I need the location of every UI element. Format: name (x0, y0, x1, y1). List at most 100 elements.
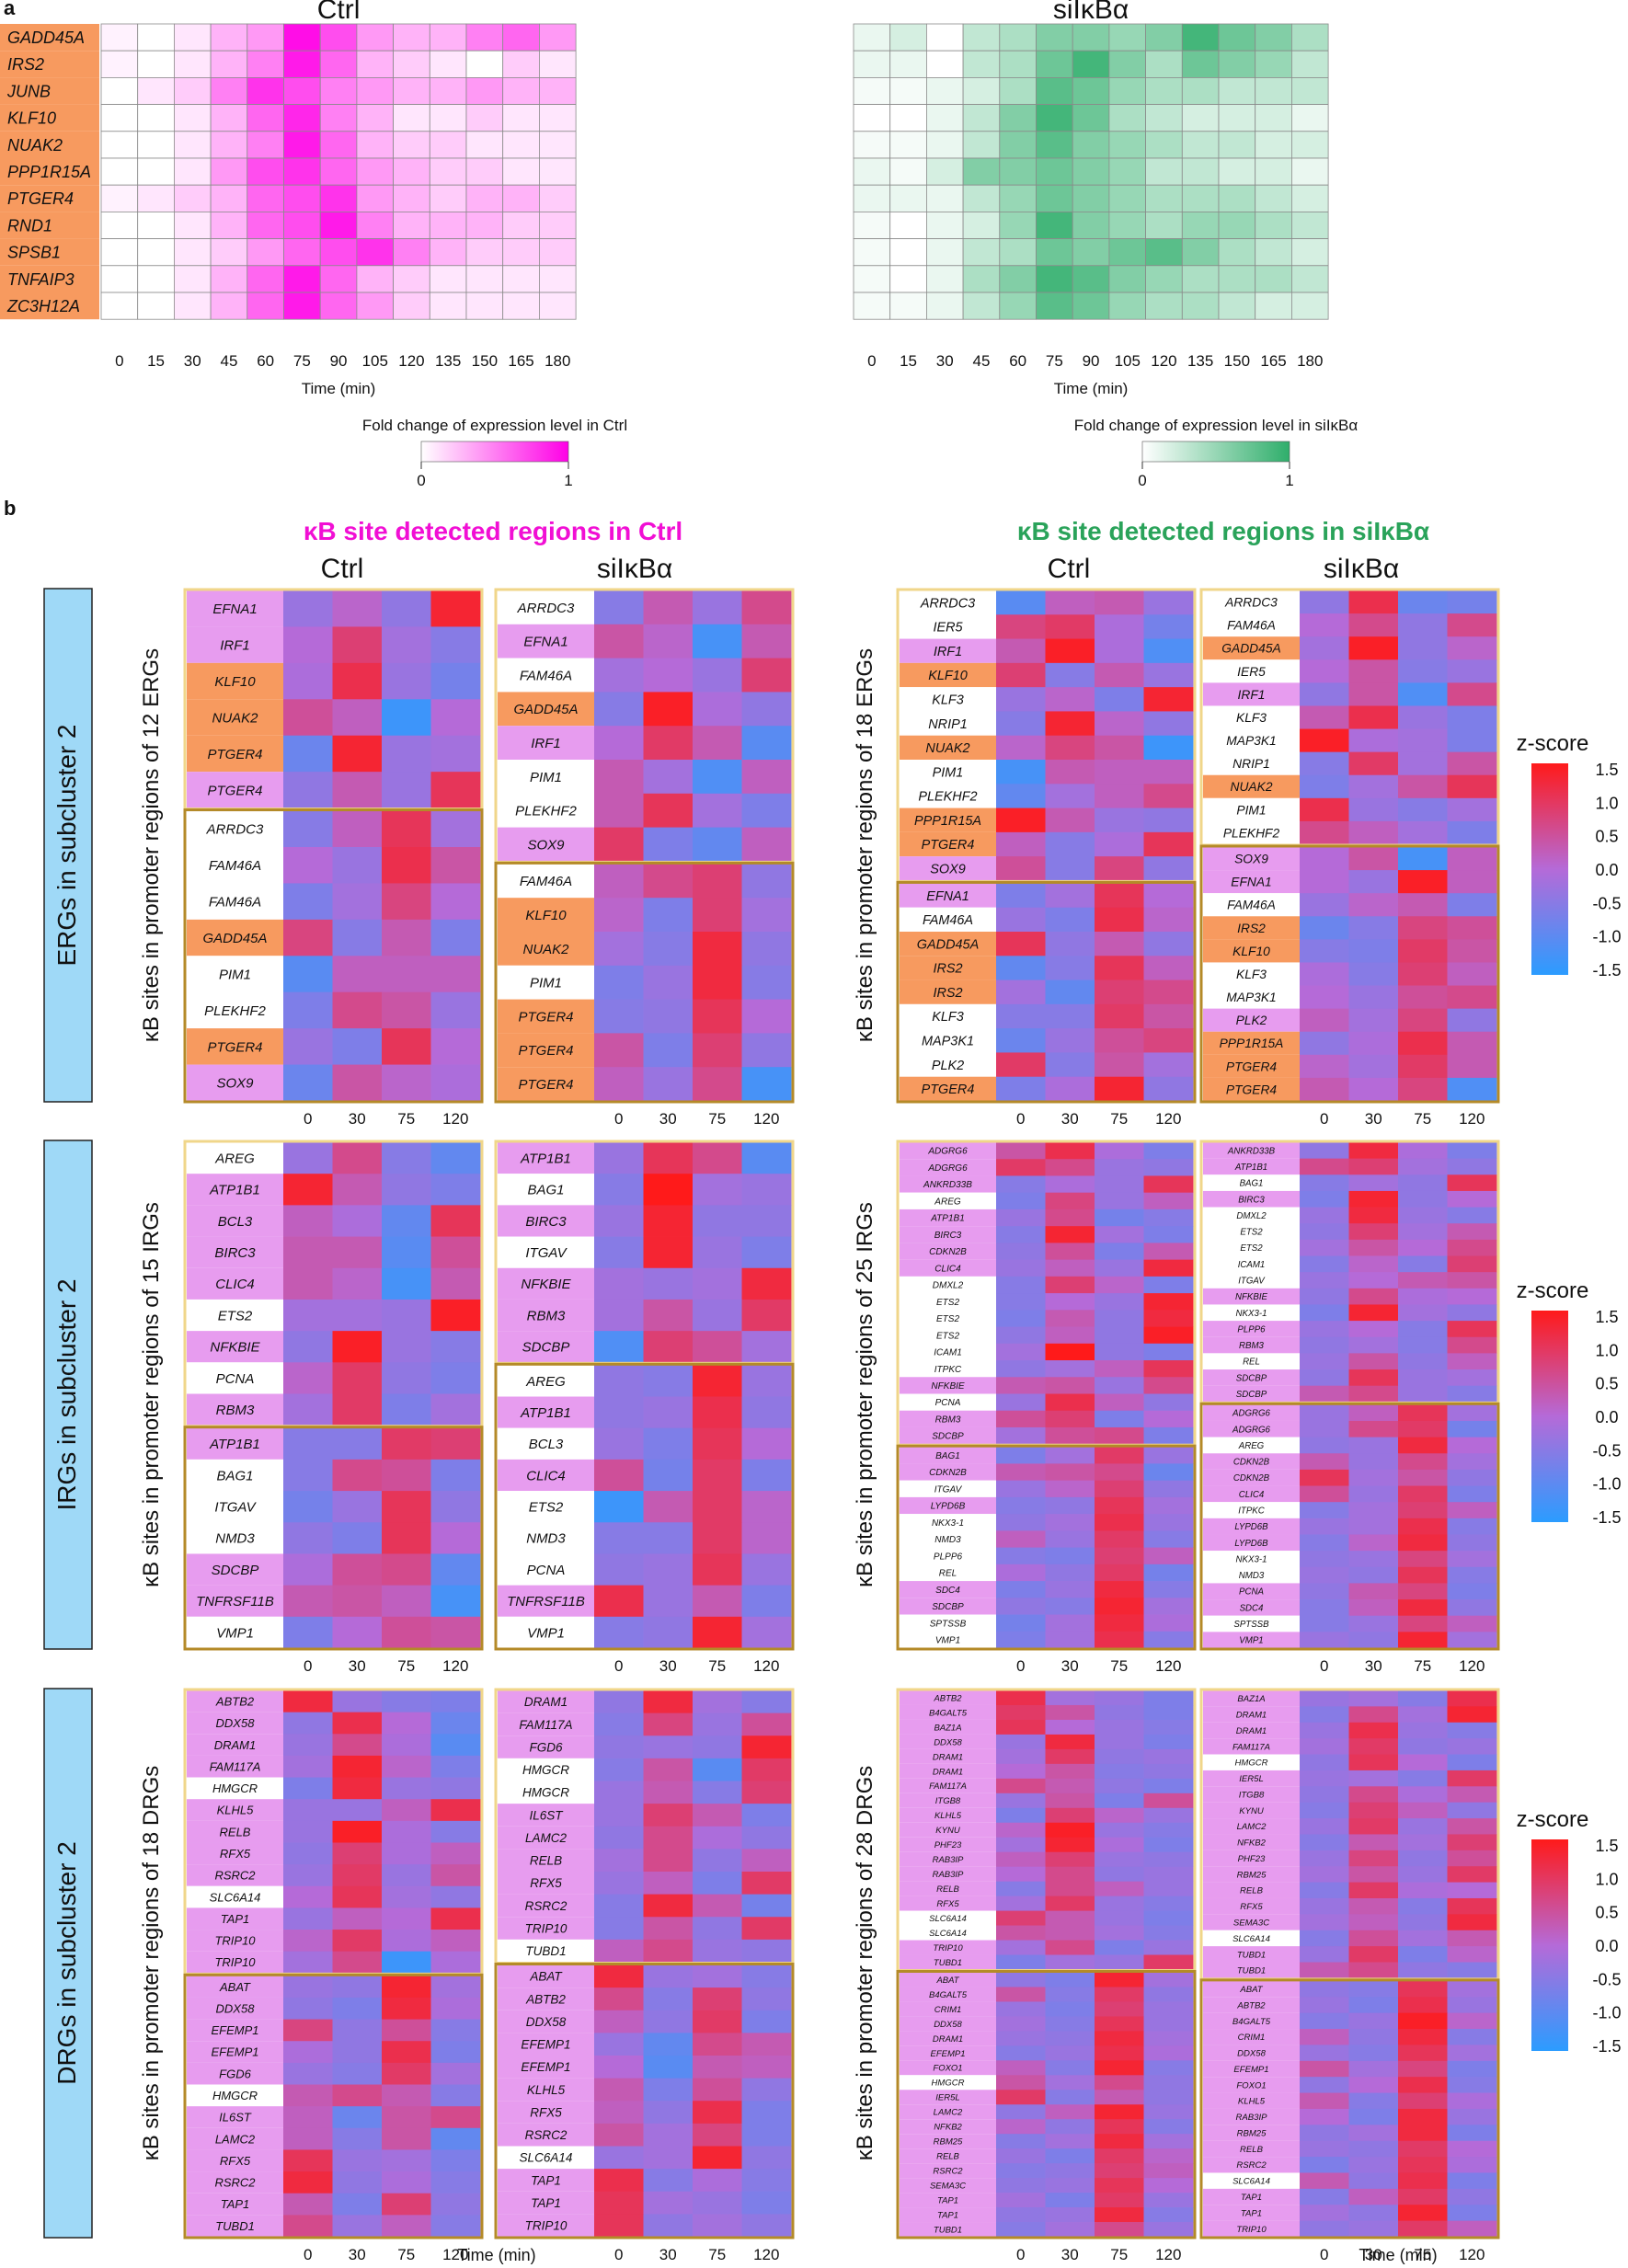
zscore-cell (1300, 774, 1349, 799)
zscore-cell (1348, 1353, 1399, 1370)
time-tick: 30 (1061, 2246, 1079, 2263)
zscore-cell (996, 1614, 1046, 1632)
gene-label-bg (187, 1842, 283, 1865)
zscore-cell (1143, 1748, 1194, 1765)
gene-label: PTGER4 (922, 838, 975, 853)
gene-label-bg (187, 1712, 283, 1735)
zscore-cell (996, 1003, 1046, 1029)
y-axis-label: κB sites in promoter regions of 28 DRGs (853, 1766, 877, 2161)
si-heatmap-cell (926, 104, 964, 132)
gene-label-bg (1203, 1502, 1300, 1518)
gene-label-bg (900, 2031, 996, 2046)
si-heatmap-cell (999, 211, 1037, 239)
zscore-cell (1300, 1850, 1349, 1867)
zscore-cell (1095, 711, 1144, 737)
si-heatmap-tick: 60 (1009, 352, 1026, 370)
gene-label-bg (498, 2169, 594, 2192)
zscore-cell (1348, 1223, 1399, 1241)
zscore-cell (1300, 1518, 1349, 1535)
gene-label: ADGRG6 (927, 1163, 968, 1174)
gene-label-bg (187, 1236, 283, 1268)
gene-label-bg (0, 51, 99, 78)
zscore-cell (1398, 1142, 1448, 1160)
gene-label: PTGER4 (207, 747, 262, 762)
zscore-cell (741, 1205, 792, 1237)
zscore-cell (332, 956, 383, 993)
gene-label-bg (900, 907, 996, 932)
zscore-cell (643, 760, 694, 795)
zscore-cell (996, 1052, 1046, 1078)
zscore-cell (996, 1326, 1046, 1345)
time-tick: 120 (753, 1657, 779, 1675)
zscore-cell (1447, 2045, 1497, 2062)
zscore-cell (643, 1939, 694, 1963)
time-tick: 30 (1365, 1657, 1382, 1675)
zscore-cell (996, 1866, 1046, 1883)
zscore-cell (996, 2001, 1046, 2017)
zscore-cell (332, 1976, 383, 1999)
zscore-cell (1398, 1369, 1448, 1387)
ctrl-heatmap-cell (465, 77, 504, 106)
zscore-cell (382, 2019, 431, 2042)
gene-label-bg (900, 1719, 996, 1735)
ctrl-heatmap-cell (465, 104, 504, 132)
zscore-cell (643, 2010, 694, 2033)
ctrl-heatmap-cell (465, 238, 504, 267)
si-heatmap-cell (962, 184, 1001, 212)
zscore-cell (1095, 1226, 1144, 1243)
zscore-cell (1143, 784, 1194, 808)
zscore-cell (1045, 1343, 1095, 1361)
zscore-cell (1348, 2188, 1399, 2205)
zscore-cell (594, 1872, 644, 1896)
time-tick: 75 (1414, 2246, 1431, 2263)
zscore-cell (1348, 1485, 1399, 1503)
ctrl-heatmap-cell (210, 292, 248, 320)
zscore-cell (382, 735, 431, 773)
gene-label-bg (498, 1917, 594, 1940)
zscore-cell (1045, 2148, 1095, 2164)
zscore-cell (283, 699, 333, 737)
gene-label: PPP1R15A (7, 163, 91, 181)
zscore-cell (1045, 1954, 1095, 1970)
zscore-cell (1045, 1530, 1095, 1548)
gene-label-bg (1203, 870, 1300, 894)
zscore-cell (996, 1076, 1046, 1102)
ctrl-colorbar-label: 0 (417, 472, 425, 489)
time-tick: 75 (1110, 1110, 1128, 1128)
gene-label-bg (1203, 820, 1300, 844)
si-heatmap-cell (889, 157, 927, 186)
zscore-cell (1348, 705, 1399, 729)
gene-label: RELB (530, 1854, 562, 1868)
zscore-cell (430, 590, 481, 627)
col-header-ctrl: Ctrl (321, 554, 364, 584)
zscore-cell (643, 2169, 694, 2193)
zscore-cell (1348, 1770, 1399, 1787)
zscore-cell (1300, 2157, 1349, 2173)
zscore-cell (741, 2123, 792, 2147)
zscore-cell (1348, 1077, 1399, 1102)
ctrl-heatmap-cell (319, 50, 358, 78)
ctrl-heatmap-cell (283, 23, 321, 52)
gene-label: NUAK2 (212, 710, 258, 726)
zscore-cell (594, 1427, 644, 1460)
zscore-cell (382, 1585, 431, 1618)
zscore-cell (1045, 2163, 1095, 2179)
zscore-cell (1045, 1243, 1095, 1261)
gene-label-bg (498, 864, 594, 899)
zscore-cell (1398, 2060, 1448, 2078)
zscore-cell (382, 1712, 431, 1735)
zscore-cell (1447, 1369, 1497, 1387)
gene-label-bg (900, 2207, 996, 2223)
ctrl-heatmap-tick: 150 (472, 352, 498, 370)
zscore-cell (1045, 1028, 1095, 1053)
gene-label: NMD3 (1239, 1571, 1265, 1581)
ctrl-heatmap-cell (356, 265, 394, 293)
zscore-cell (1348, 751, 1399, 776)
gene-label: NMD3 (934, 1535, 961, 1545)
ctrl-heatmap-cell (465, 265, 504, 293)
zscore-cell (332, 2019, 383, 2042)
gene-label-bg (187, 1951, 283, 1974)
si-heatmap-cell (926, 157, 964, 186)
zscore-cell (1447, 1008, 1497, 1033)
gene-label: TRIP10 (214, 1955, 256, 1969)
